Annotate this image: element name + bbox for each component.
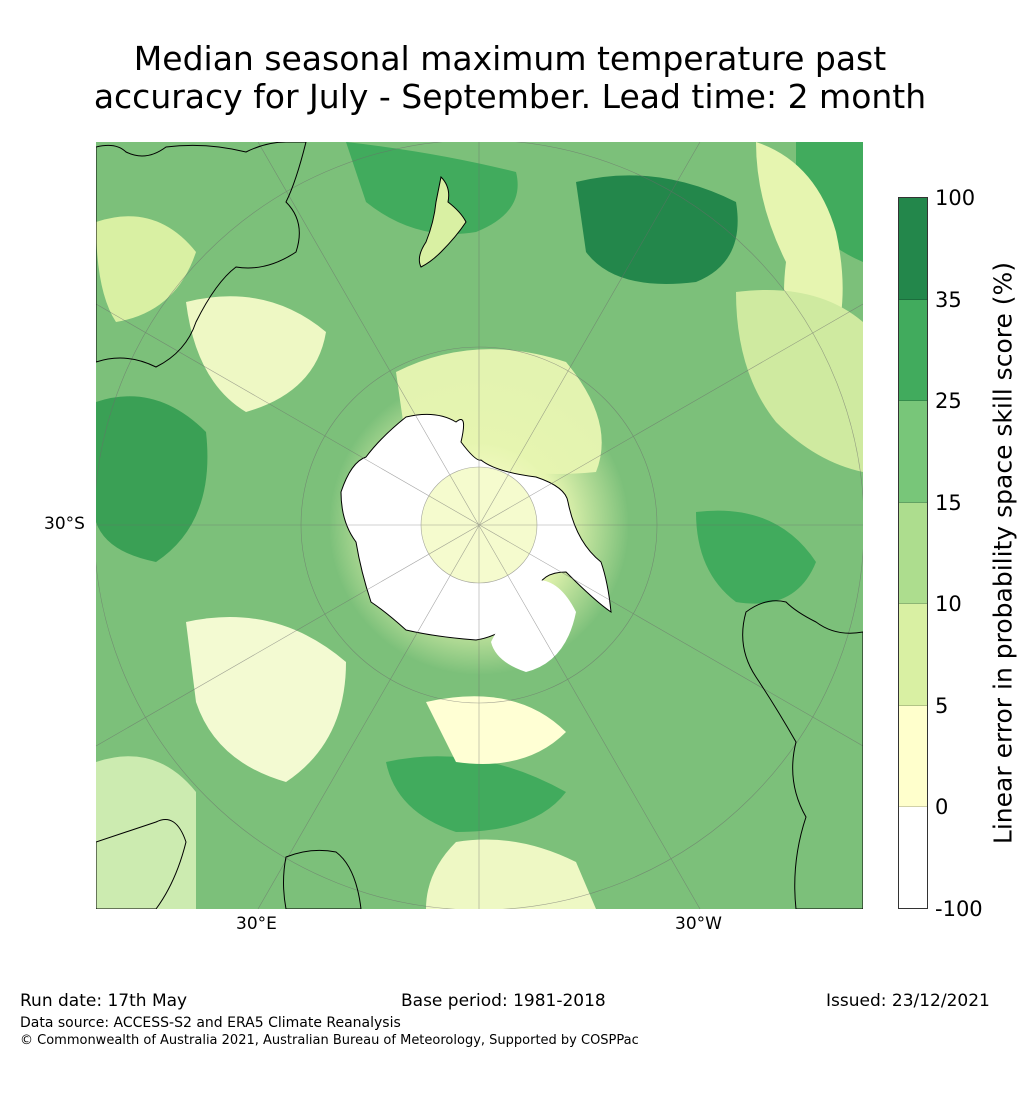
- base-period: Base period: 1981-2018: [401, 991, 606, 1011]
- colorbar-segment: [899, 502, 927, 605]
- colorbar-segment: [899, 401, 927, 503]
- colorbar-tick: 100: [935, 186, 976, 210]
- madagascar-coastline: [283, 849, 362, 909]
- graticule: [96, 142, 863, 909]
- colorbar-tick: 5: [935, 694, 949, 718]
- map-title-line2: accuracy for July - September. Lead time…: [93, 77, 927, 116]
- new-zealand-coastline: [418, 175, 467, 268]
- issued-date: Issued: 23/12/2021: [826, 991, 990, 1011]
- longitude-label-30e: 30°E: [236, 914, 277, 934]
- colorbar-segment: [899, 299, 927, 402]
- copyright-notice: © Commonwealth of Australia 2021, Austra…: [20, 1033, 639, 1048]
- colorbar-tick: -100: [935, 897, 983, 921]
- data-source: Data source: ACCESS-S2 and ERA5 Climate …: [20, 1015, 401, 1031]
- latitude-label-30s: 30°S: [44, 514, 85, 534]
- colorbar-segment: [899, 198, 927, 300]
- longitude-label-30w: 30°W: [675, 914, 722, 934]
- map-title-line1: Median seasonal maximum temperature past: [133, 39, 887, 78]
- colorbar-segment: [899, 705, 927, 808]
- skill-score-colorbar: [898, 197, 928, 909]
- colorbar-tick: 15: [935, 491, 962, 515]
- colorbar-tick: 0: [935, 795, 949, 819]
- colorbar-tick: 10: [935, 592, 962, 616]
- colorbar-segment: [899, 604, 927, 706]
- australia-coastline: [96, 142, 307, 368]
- map-title: Median seasonal maximum temperature past…: [0, 40, 1020, 116]
- skill-field-patches: [96, 142, 863, 909]
- colorbar-tick: 25: [935, 389, 962, 413]
- colorbar-label: Linear error in probability space skill …: [988, 261, 1018, 845]
- colorbar-tick: 35: [935, 288, 962, 312]
- weddell-sea-low-skill: [491, 580, 576, 672]
- map-canvas: [96, 142, 863, 909]
- africa-coastline: [96, 819, 187, 909]
- south-america-coastline: [742, 600, 863, 909]
- skill-score-map: [96, 142, 863, 909]
- colorbar-segment: [899, 807, 927, 909]
- run-date: Run date: 17th May: [20, 991, 188, 1011]
